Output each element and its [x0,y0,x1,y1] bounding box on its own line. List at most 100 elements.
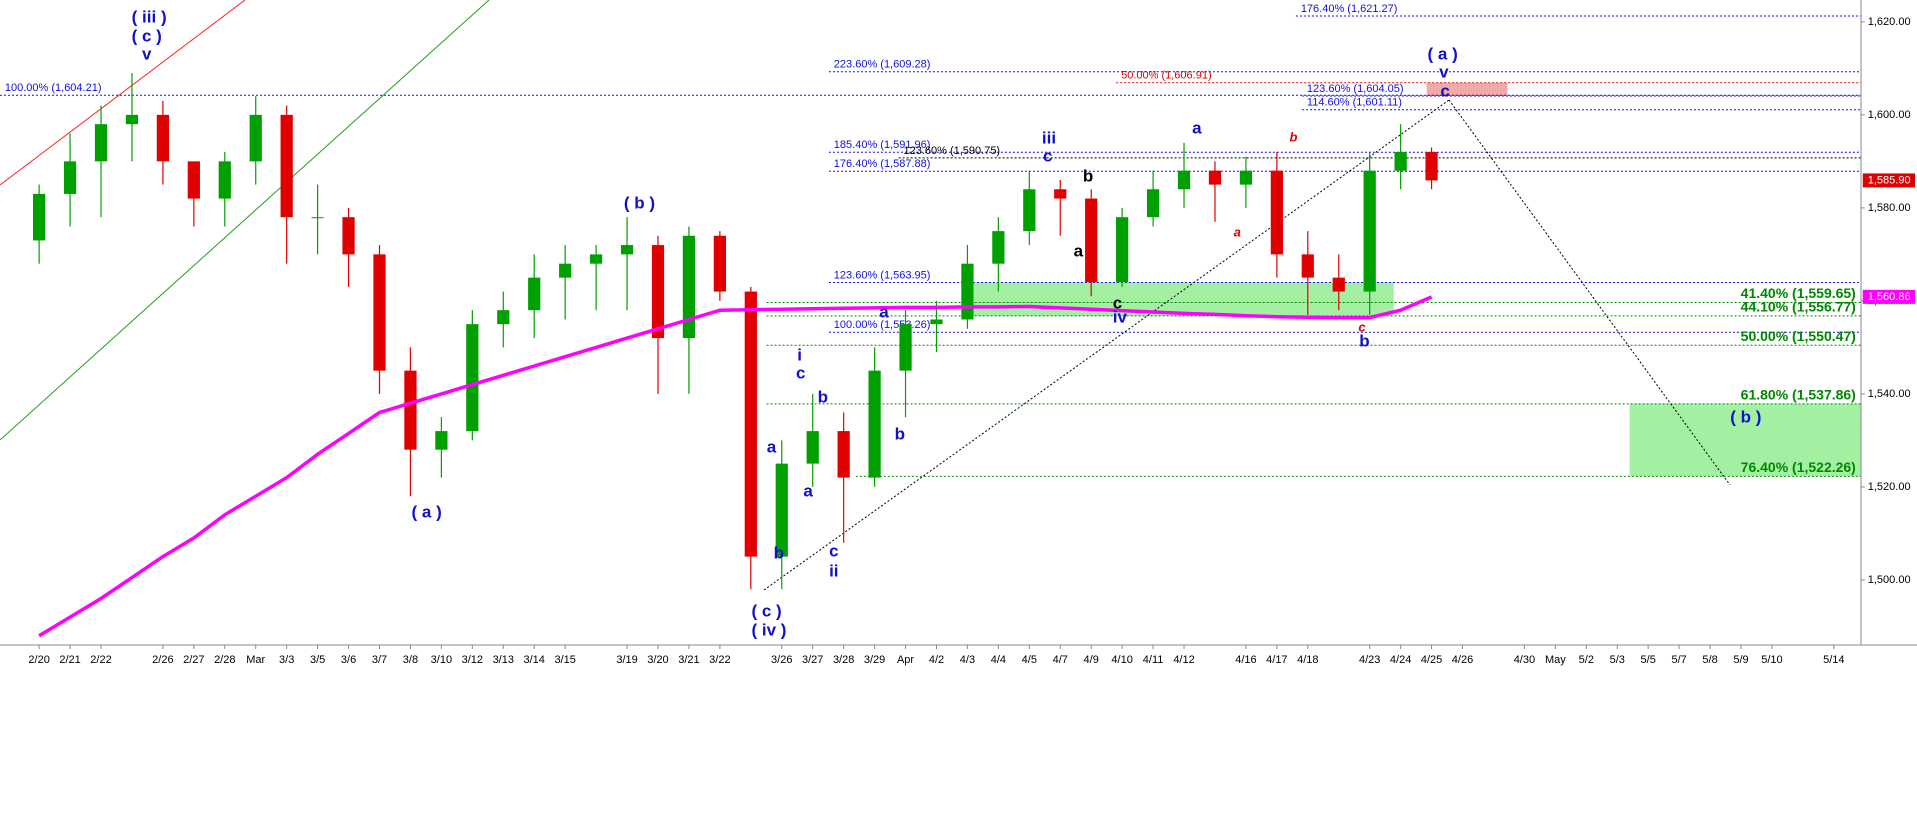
candle-body [1239,170,1253,185]
candle-body [775,463,788,557]
level-label: 114.60% (1,601.11) [1307,97,1402,109]
trend-line [763,99,1450,591]
candle-body [651,245,665,339]
level-label: 123.60% (1,590.75) [903,145,1000,157]
zone [1629,403,1861,477]
candle-body [1023,189,1036,232]
x-tick-label: 4/25 [1421,654,1442,666]
level-label: 176.40% (1,587.88) [834,158,931,170]
wave-label: ( a ) [1428,44,1458,63]
x-tick-label: 3/3 [279,654,294,666]
candle-body [1363,170,1376,292]
candle-body [528,277,541,311]
wave-label: b [1290,129,1298,144]
x-tick-label: 5/10 [1761,654,1782,666]
candle-body [559,263,572,278]
wave-label: b [818,387,828,406]
candle-body [589,254,603,264]
wave-label: c [1440,81,1449,100]
level-label: 76.40% (1,522.26) [1741,459,1856,475]
wave-label: b [895,424,905,443]
wave-label: ( c ) [132,26,162,45]
candle-body [249,114,262,162]
candle-body [125,114,139,125]
x-tick-label: 3/13 [493,654,514,666]
candle-body [868,370,881,478]
x-tick-label: 4/5 [1022,654,1037,666]
candle-body [1085,198,1098,283]
wave-label: ( b ) [624,193,655,212]
wave-label: b [774,543,784,562]
candle-body [94,124,108,162]
x-tick-label: 3/21 [678,654,699,666]
fib-levels: 176.40% (1,621.27) 223.60% (1,609.28) 50.0… [0,3,1861,477]
candle-body [1177,170,1191,190]
wave-label: ( iv ) [752,620,787,639]
wave-label: b [1083,166,1093,185]
candle-body [837,431,850,478]
x-tick-label: 4/12 [1173,654,1194,666]
zones [969,82,1861,477]
zone [1426,82,1508,97]
x-tick-label: 3/8 [403,654,418,666]
candle-body [899,324,912,371]
candle-body [713,235,726,292]
candle-body [620,245,634,255]
candle-body [744,291,757,557]
level-label: 44.10% (1,556.77) [1741,299,1856,315]
wave-label: c [1358,319,1366,334]
x-tick-label: 3/12 [462,654,483,666]
x-tick-label: 4/18 [1297,654,1318,666]
candle-body [342,217,355,255]
level-label: 123.60% (1,604.05) [1307,83,1404,95]
candle-body [404,370,417,450]
wave-labels: ( iii )( c )v( a )( b )( c )( iv )abicba… [132,7,1762,639]
x-tick-label: 4/23 [1359,654,1380,666]
level-label: 185.40% (1,591.96) [834,139,931,151]
x-tick-label: 3/26 [771,654,792,666]
level-label: 123.60% (1,563.95) [834,269,931,281]
level-label: 176.40% (1,621.27) [1301,3,1398,15]
wave-label: b [1359,331,1369,350]
candle-body [435,431,448,450]
wave-label: iii [1042,128,1056,147]
x-tick-label: 3/6 [341,654,356,666]
level-label: 61.80% (1,537.86) [1741,387,1856,403]
x-tick-label: 4/24 [1390,654,1411,666]
x-tick-label: 4/11 [1143,654,1164,666]
candle-body [373,254,386,371]
x-tick-label: 4/3 [960,654,975,666]
x-tick-label: 3/19 [616,654,637,666]
x-tick-label: 3/29 [864,654,885,666]
x-tick-label: 4/10 [1111,654,1132,666]
x-tick-label: Apr [897,654,914,666]
x-tick-label: 3/22 [709,654,730,666]
candle-body [280,114,293,218]
x-tick-label: 5/2 [1579,654,1594,666]
x-tick-label: 5/8 [1702,654,1717,666]
x-tick-label: 5/5 [1641,654,1656,666]
candle-body [1270,170,1283,255]
candle-body [806,431,819,464]
x-tick-label: 4/30 [1514,654,1535,666]
y-tick-label: 1,520.00 [1868,481,1911,493]
channel-line [0,0,490,441]
trend-line [1448,99,1731,486]
candle-body [1425,152,1438,181]
x-tick-label: 3/27 [802,654,823,666]
x-tick-label: 2/22 [90,654,111,666]
candle-body [63,161,77,194]
candle-body [1146,189,1160,218]
level-label: 100.00% (1,604.21) [5,82,102,94]
wave-label: a [1234,224,1241,239]
candle-body [1208,170,1222,185]
wave-label: a [879,302,889,321]
wave-label: ( c ) [751,601,781,620]
wave-label: c [796,363,805,382]
candle-body [1054,189,1067,199]
candle-body [218,161,231,199]
wave-label: c [1043,146,1052,165]
candle-body [1332,277,1345,292]
candle-body [961,263,974,320]
